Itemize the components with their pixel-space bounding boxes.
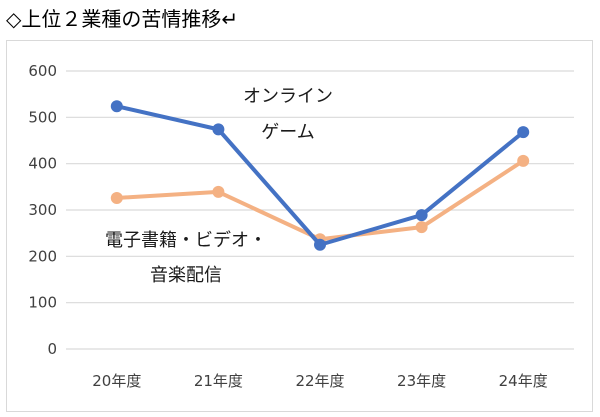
- series-1-point: [415, 209, 428, 222]
- x-tick-label: 23年度: [397, 372, 446, 390]
- annotation-series-1-line-1: オンライン: [243, 86, 333, 107]
- annotation-series-2-line-1: 電子書籍・ビデオ・: [105, 230, 267, 251]
- y-tick-label: 500: [28, 108, 57, 126]
- series-1-point: [212, 123, 225, 136]
- series-2-point: [212, 185, 225, 198]
- x-tick-label: 20年度: [92, 372, 141, 390]
- annotation-series-1-line-2: ゲーム: [261, 122, 314, 143]
- x-tick-label: 21年度: [194, 372, 243, 390]
- y-tick-label: 600: [28, 62, 57, 80]
- page-title: ◇上位２業種の苦情推移↵: [6, 7, 239, 31]
- series-line-2: [114, 158, 526, 242]
- series-line-1: [114, 104, 526, 247]
- chart-frame: [6, 40, 593, 412]
- series-2-point: [415, 221, 428, 234]
- series-1-point: [314, 238, 326, 251]
- series-2-point: [517, 154, 530, 167]
- y-tick-label: 100: [28, 294, 57, 312]
- x-tick-label: 24年度: [499, 372, 548, 390]
- annotation-series-2-line-2: 音楽配信: [150, 265, 222, 286]
- y-tick-label: 0: [47, 340, 57, 358]
- series-1-point: [110, 100, 123, 113]
- y-tick-label: 300: [28, 201, 57, 219]
- series-1-point: [517, 126, 530, 139]
- y-tick-label: 200: [28, 247, 57, 265]
- x-tick-label: 22年度: [295, 372, 344, 390]
- y-tick-label: 400: [28, 155, 57, 173]
- series-2-point: [110, 191, 123, 204]
